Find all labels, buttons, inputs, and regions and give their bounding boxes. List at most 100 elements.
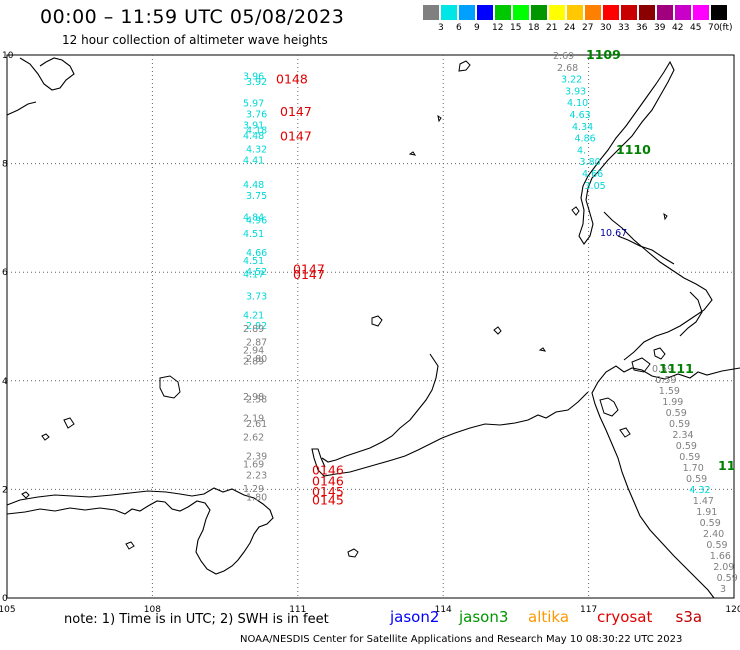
swh-reading: 3.92 (246, 77, 267, 88)
scale-swatch (675, 5, 691, 20)
swh-reading: 0.59 (652, 364, 673, 375)
swh-reading: 2.68 (557, 63, 578, 74)
lon-tick-label: 105 (0, 605, 16, 615)
swh-reading: 0.59 (679, 452, 700, 463)
swh-reading: 1.70 (683, 463, 704, 474)
swh-reading: 1.80 (246, 492, 267, 503)
island-outline (125, 541, 135, 550)
swh-reading: 0.59 (676, 441, 697, 452)
pass-number-label: 1111 (659, 361, 694, 376)
scale-tick-label: 45 (690, 23, 702, 33)
swh-reading: 2.98 (243, 392, 264, 403)
swh-reading: 2.89 (243, 324, 264, 335)
swh-reading: 1.59 (659, 386, 680, 397)
swh-reading: 4.18 (246, 126, 267, 137)
swh-reading: 4.17 (243, 270, 264, 281)
pass-number-label: 0146 (312, 473, 344, 488)
scale-tick-label: 21 (546, 23, 558, 33)
pass-number-label: 0147 (280, 128, 312, 143)
swh-reading: 3.80 (580, 157, 601, 168)
scale-swatch (423, 5, 439, 20)
swh-reading: 2.62 (243, 433, 264, 444)
scale-swatch (621, 5, 637, 20)
satellite-cryosat: cryosat (597, 608, 653, 626)
swh-reading: 4.66 (246, 248, 267, 259)
scale-tick-label: 9 (474, 23, 480, 33)
swh-reading: 4. (577, 145, 586, 156)
lat-tick-label: 8 (2, 160, 8, 170)
swh-reading: 3.93 (565, 86, 586, 97)
swh-reading: 3 (720, 584, 726, 595)
scale-swatch (459, 5, 475, 20)
swh-reading: 0.59 (666, 408, 687, 419)
footer-note: note: 1) Time is in UTC; 2) SWH is in fe… (64, 612, 329, 627)
lon-tick-label: 120 (725, 605, 740, 615)
island-outline (458, 60, 471, 72)
pass-number-label: 0147 (280, 104, 312, 119)
swh-reading: 2.87 (246, 338, 267, 349)
swh-reading: 2.89 (243, 357, 264, 368)
island-outline (599, 397, 619, 417)
coastline-borneo-inland (321, 353, 439, 463)
lon-tick-label: 108 (144, 605, 161, 615)
scale-swatch (549, 5, 565, 20)
swh-reading: 0.59 (706, 540, 727, 551)
scale-swatch (477, 5, 493, 20)
swh-reading: 2.61 (246, 419, 267, 430)
lat-tick-label: 0 (2, 594, 8, 604)
swh-reading: 1.99 (662, 397, 683, 408)
scale-tick-label: 12 (492, 23, 504, 33)
swh-reading: 4.84 (243, 213, 264, 224)
axis-tick-labels: 105 108 111 114 117 120 0 2 4 6 8 10 (0, 51, 740, 615)
swh-reading: 4.32 (246, 145, 267, 156)
swh-reading: 4.96 (246, 215, 267, 226)
scale-unit: (ft) (719, 23, 733, 33)
pass-number-label: 11 (718, 458, 735, 473)
satellite-jason3: jason3 (459, 608, 509, 626)
swh-reading: 4.41 (243, 156, 264, 167)
map-subtitle: 12 hour collection of altimeter wave hei… (62, 33, 328, 47)
pass-number-label: 0145 (312, 484, 344, 499)
island-outline (21, 491, 30, 499)
swh-reading: 2.39 (246, 452, 267, 463)
swh-reading: 10.67 (600, 228, 627, 239)
swh-reading: 4.52 (246, 267, 267, 278)
satellite-s3a: s3a (675, 608, 703, 626)
scale-tick-label: 24 (564, 23, 576, 33)
island-outline (41, 433, 50, 441)
scale-tick-label: 33 (618, 23, 630, 33)
swh-reading: 1.47 (693, 496, 714, 507)
scale-swatch (603, 5, 619, 20)
swh-reading: 3.05 (585, 181, 606, 192)
island-outline (437, 114, 442, 123)
pass-number-label: 0145 (312, 492, 344, 507)
scale-swatch (441, 5, 457, 20)
scale-tick-label: 27 (582, 23, 594, 33)
swh-reading: 4.10 (567, 98, 588, 109)
swh-reading: 0.59 (717, 573, 738, 584)
pass-number-label: 0147 (293, 261, 325, 276)
swh-reading: 1.66 (710, 551, 731, 562)
scale-swatch (657, 5, 673, 20)
small-islands (21, 60, 668, 558)
scale-tick-label: 18 (528, 23, 540, 33)
scale-tick-label: 15 (510, 23, 522, 33)
lat-tick-label: 2 (2, 485, 8, 495)
swh-reading: 1.29 (243, 484, 264, 495)
swh-reading: 3.22 (561, 75, 582, 86)
scale-swatch (567, 5, 583, 20)
swh-reading: 0.59 (700, 518, 721, 529)
swh-reading: 3.76 (246, 109, 267, 120)
scale-swatch (513, 5, 529, 20)
swh-reading: 0.59 (655, 375, 676, 386)
coastline-sulu (679, 291, 703, 337)
swh-reading: 2.92 (246, 321, 267, 332)
scale-swatch (693, 5, 709, 20)
coastline-palawan (578, 60, 675, 245)
lat-tick-label: 10 (2, 51, 14, 61)
swh-reading: 2.09 (713, 562, 734, 573)
lon-tick-label: 114 (435, 605, 452, 615)
swh-reading: 2.58 (246, 395, 267, 406)
swh-reading: 5.97 (243, 99, 264, 110)
